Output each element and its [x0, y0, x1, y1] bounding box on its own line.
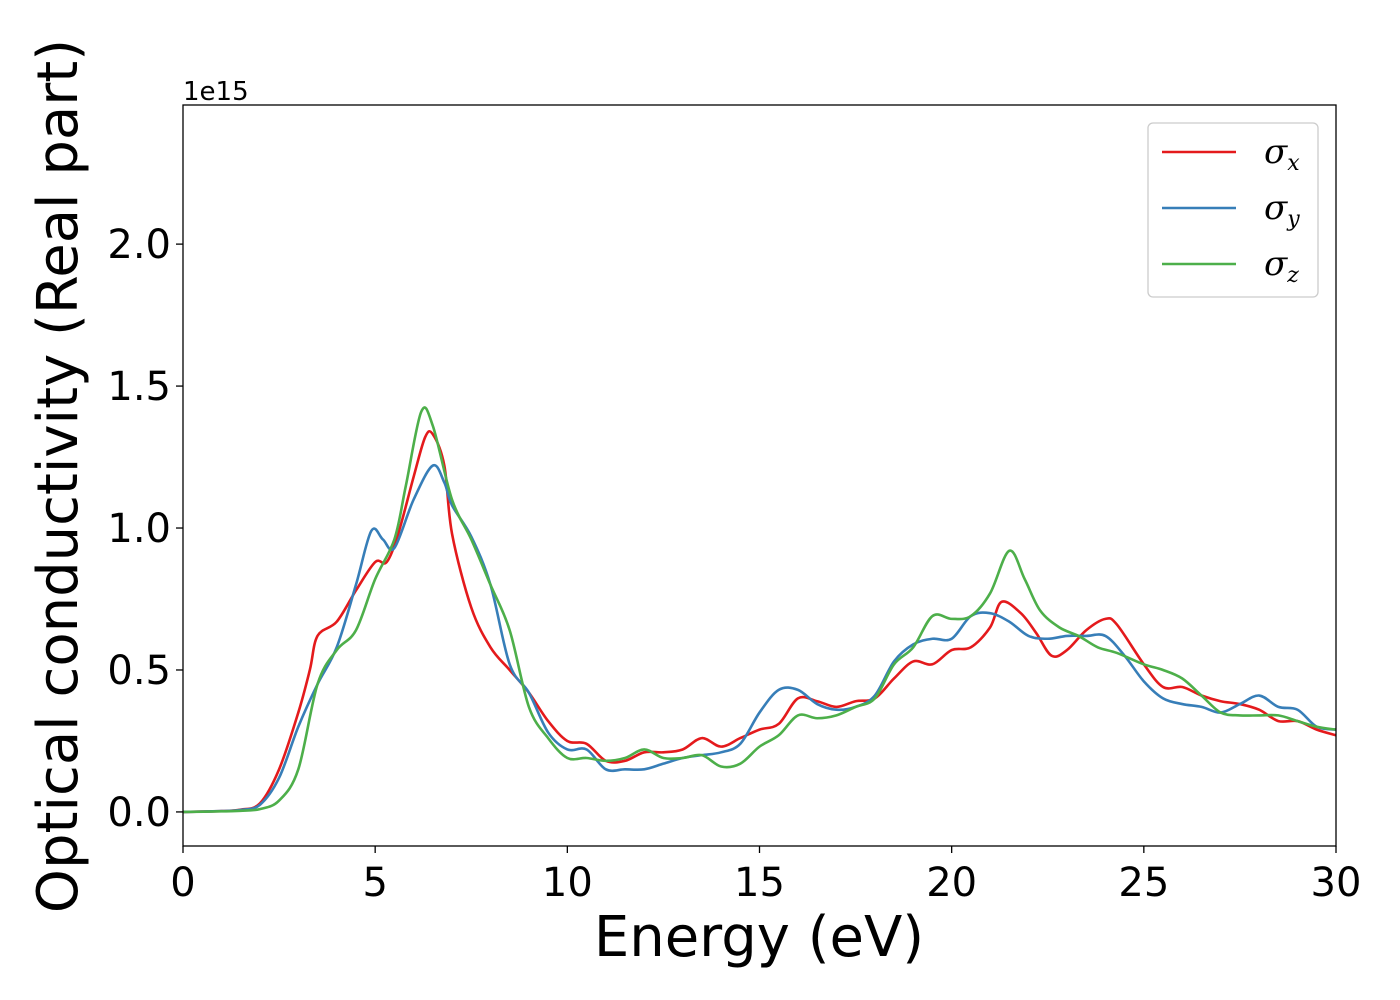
x-tick-label: 25	[1118, 860, 1169, 906]
x-tick-label: 20	[926, 860, 977, 906]
x-tick-label: 30	[1311, 860, 1362, 906]
y-tick-label: 2.0	[107, 222, 171, 268]
x-tick-label: 5	[362, 860, 387, 906]
y-tick-label: 1.0	[107, 506, 171, 552]
x-axis-title: Energy (eV)	[594, 905, 924, 970]
y-axis-title: Optical conductivity (Real part)	[26, 39, 91, 913]
legend-label-x: σx	[1264, 132, 1300, 176]
legend-frame	[1147, 122, 1319, 298]
x-tick-label: 15	[734, 860, 785, 906]
series-line-y	[183, 463, 1336, 814]
y-offset-label: 1e15	[183, 77, 249, 107]
y-axis-ticks: 0.0 0.5 1.0 1.5 2.0	[107, 222, 183, 836]
series-layer	[183, 406, 1336, 814]
y-tick-label: 0.5	[107, 648, 171, 694]
x-axis-ticks: 0 5 10 15 20 25 30	[170, 846, 1361, 906]
x-tick-label: 0	[170, 860, 195, 906]
y-tick-label: 0.0	[107, 790, 171, 836]
series-line-z	[183, 406, 1336, 814]
x-tick-label: 10	[542, 860, 593, 906]
y-tick-label: 1.5	[107, 364, 171, 410]
